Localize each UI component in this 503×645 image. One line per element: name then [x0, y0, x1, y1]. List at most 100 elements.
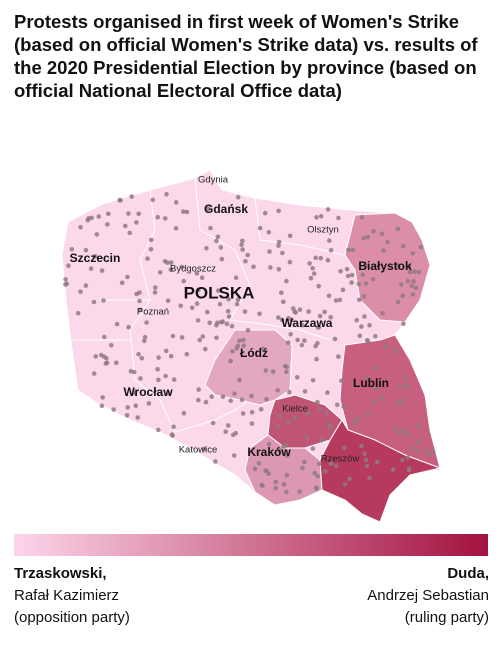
protest-dot: [318, 214, 324, 219]
protest-dot: [237, 338, 242, 344]
protest-dot: [356, 281, 362, 287]
protest-dot: [350, 247, 356, 253]
protest-dot: [137, 298, 142, 304]
protest-dot: [399, 398, 405, 404]
protest-dot: [380, 311, 385, 316]
protest-dot: [411, 279, 416, 284]
protest-dot: [297, 307, 303, 312]
protest-dot: [173, 200, 179, 205]
protest-dot: [119, 280, 125, 286]
protest-dot: [129, 194, 134, 199]
protest-dot: [270, 369, 276, 374]
protest-dot: [359, 214, 365, 220]
protest-dot: [284, 453, 290, 458]
protest-dot: [91, 299, 97, 305]
protest-dot: [252, 466, 258, 472]
protest-dot: [63, 277, 68, 282]
protest-dot: [266, 230, 272, 235]
protest-dot: [281, 299, 286, 305]
protest-dot: [335, 402, 340, 408]
protest-dot: [289, 317, 294, 323]
title: Protests organised in first week of Wome…: [14, 11, 478, 101]
protest-dot: [245, 252, 250, 258]
city-label: Poznań: [137, 307, 169, 318]
protest-dot: [139, 355, 145, 361]
protest-dot: [390, 467, 396, 472]
protest-dot: [407, 269, 413, 275]
protest-dot: [123, 223, 128, 229]
protest-dot: [213, 459, 218, 464]
protest-dot: [322, 309, 327, 315]
legend-party: (opposition party): [14, 609, 130, 626]
protest-dot: [416, 269, 422, 275]
protest-dot: [226, 297, 231, 302]
protest-dot: [373, 333, 378, 339]
protest-dot: [426, 452, 431, 458]
protest-dot: [203, 346, 208, 352]
protest-dot: [363, 457, 369, 463]
protest-dot: [266, 441, 272, 447]
protest-dot: [326, 293, 332, 299]
protest-dot: [318, 255, 324, 261]
protest-dot: [372, 365, 377, 371]
protest-dot: [207, 320, 212, 326]
protest-dot: [340, 287, 346, 293]
protest-dot: [184, 352, 190, 357]
protest-dot: [354, 415, 360, 420]
protest-dot: [260, 483, 265, 489]
protest-dot: [150, 197, 156, 203]
protest-dot: [327, 238, 332, 243]
protest-dot: [341, 404, 346, 409]
protest-dot: [189, 305, 195, 311]
protest-dot: [209, 394, 214, 399]
protest-dot: [319, 438, 324, 443]
protest-dot: [127, 230, 133, 236]
protest-dot: [312, 470, 318, 476]
protest-dot: [181, 278, 186, 284]
protest-dot: [78, 289, 83, 295]
protest-dot: [345, 273, 351, 279]
protest-dot: [302, 459, 307, 465]
protest-dot: [284, 278, 289, 284]
protest-dot: [157, 270, 163, 275]
protest-dot: [264, 396, 269, 402]
protest-dot: [241, 343, 246, 348]
protest-dot: [295, 375, 300, 380]
protest-dot: [314, 215, 319, 220]
city-label: Kraków: [247, 445, 291, 459]
protest-dot: [322, 468, 328, 474]
protest-dot: [83, 247, 89, 253]
protest-dot: [219, 256, 225, 262]
protest-dot: [235, 297, 241, 303]
protest-dot: [333, 463, 339, 469]
protest-dot: [134, 220, 139, 225]
city-label: Rzeszów: [321, 454, 360, 465]
protest-dot: [275, 388, 281, 393]
protest-dot: [194, 271, 200, 276]
protest-dot: [124, 413, 130, 418]
protest-dot: [276, 208, 282, 214]
protest-dot: [371, 229, 376, 234]
protest-dot: [229, 323, 235, 329]
protest-dot: [239, 242, 244, 247]
protest-dot: [168, 353, 174, 359]
protest-dot: [323, 410, 329, 416]
protest-dot: [230, 349, 235, 354]
protest-dot: [144, 320, 149, 325]
protest-dot: [275, 424, 280, 429]
protest-dot: [317, 313, 323, 319]
protest-dot: [400, 293, 406, 299]
protest-dot: [349, 280, 354, 285]
protest-dot: [240, 411, 246, 416]
protest-dot: [299, 342, 305, 348]
protest-dot: [99, 268, 105, 273]
city-label: Kielce: [282, 404, 308, 415]
protest-dots: [63, 191, 436, 495]
protest-dot: [220, 319, 225, 324]
protest-dot: [337, 297, 343, 303]
protest-dot: [228, 358, 233, 364]
protest-dot: [341, 445, 347, 451]
legend-first-names: Rafał Kazimierz: [14, 587, 120, 604]
protest-dot: [399, 282, 404, 287]
city-label: Wrocław: [123, 385, 173, 399]
